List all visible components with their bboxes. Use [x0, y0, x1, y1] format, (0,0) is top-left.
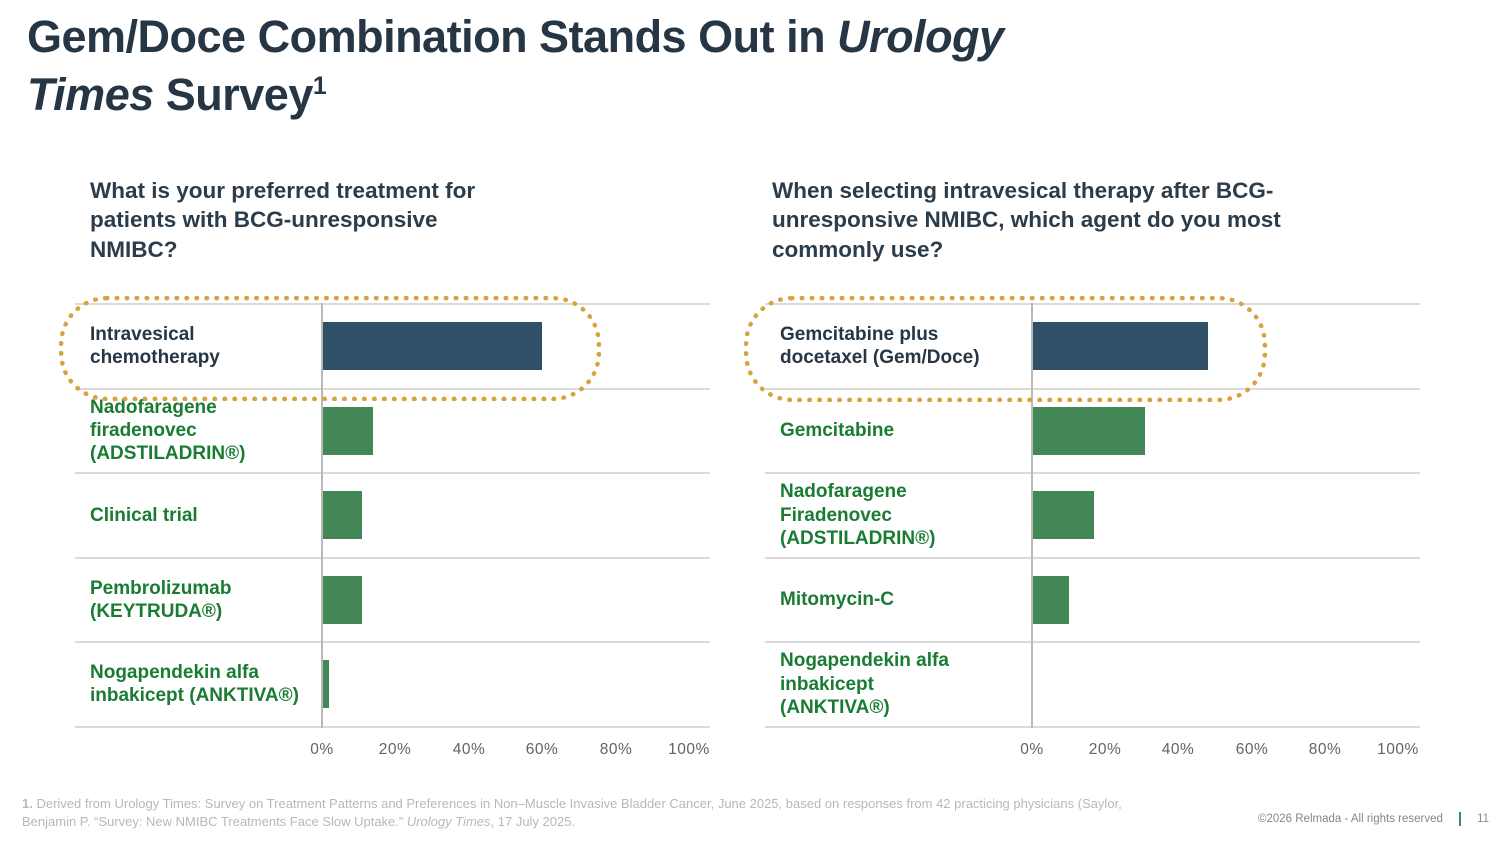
bar-zone	[1032, 575, 1398, 624]
chart-row-nadofaragene: Nadofaragene Firadenovec (ADSTILADRIN®)	[765, 474, 1420, 559]
chart-row-nogapendekin: Nogapendekin alfa inbakicept (ANKTIVA®)	[75, 643, 710, 728]
slide-footer: ©2026 Relmada - All rights reserved | 11	[1258, 810, 1489, 827]
bar-zone	[322, 406, 689, 455]
bar-zone	[1032, 660, 1398, 708]
chart-row-pembrolizumab: Pembrolizumab (KEYTRUDA®)	[75, 559, 710, 643]
bar-zone	[322, 660, 689, 709]
footnote-marker: 1.	[22, 796, 33, 811]
right-chart-zero-axis	[1031, 303, 1033, 728]
copyright-text: ©2026 Relmada - All rights reserved	[1258, 812, 1443, 825]
slide-title: Gem/Doce Combination Stands Out in Urolo…	[27, 8, 1387, 123]
category-label: Gemcitabine plus docetaxel (Gem/Doce)	[780, 324, 980, 369]
bar-nadofaragene	[322, 406, 374, 455]
tick-label: 0%	[310, 741, 334, 758]
category-label: Gemcitabine	[780, 420, 895, 442]
title-footnote-ref: 1	[312, 72, 327, 100]
chart-row-mitomycin-c: Mitomycin-C	[765, 559, 1420, 643]
bar-zone	[322, 491, 689, 540]
title-text: Gem/Doce Combination Stands Out in	[27, 11, 838, 62]
bar-intravesical-chemotherapy	[322, 322, 543, 371]
tick-label: 80%	[599, 741, 633, 758]
bar-nadofaragene-right	[1032, 491, 1095, 540]
footnote: 1. Derived from Urology Times: Survey on…	[22, 795, 1207, 832]
bar-clinical-trial	[322, 491, 363, 540]
title-italic-text: Urology Times	[27, 11, 1004, 120]
left-chart-rows: Intravesical chemotherapy Nadofaragene f…	[75, 303, 710, 728]
bar-zone	[1032, 406, 1398, 455]
right-bar-chart: Gemcitabine plus docetaxel (Gem/Doce) Ge…	[744, 296, 1420, 758]
bar-zone	[1032, 491, 1398, 540]
category-label: Clinical trial	[90, 504, 198, 526]
tick-label: 20%	[1088, 741, 1122, 758]
bar-zone	[322, 575, 689, 624]
category-label: Intravesical chemotherapy	[90, 324, 220, 369]
tick-label: 40%	[1161, 741, 1195, 758]
tick-label: 100%	[1377, 741, 1419, 758]
footnote-italic-text: Urology Times	[406, 814, 491, 830]
bar-pembrolizumab	[322, 575, 363, 624]
bar-nogapendekin	[322, 660, 330, 709]
category-label: Pembrolizumab (KEYTRUDA®)	[90, 577, 232, 622]
chart-row-nogapendekin: Nogapendekin alfa inbakicept (ANKTIVA®)	[765, 643, 1420, 728]
category-label: Nogapendekin alfa inbakicept (ANKTIVA®)	[90, 662, 299, 707]
bar-gemcitabine	[1032, 406, 1146, 455]
bar-mitomycin-c	[1032, 575, 1069, 624]
tick-label: 20%	[378, 741, 412, 758]
chart-row-nadofaragene: Nadofaragene firadenovec (ADSTILADRIN®)	[75, 390, 710, 474]
right-chart-question: When selecting intravesical therapy afte…	[772, 178, 1281, 262]
tick-label: 80%	[1308, 741, 1342, 758]
left-bar-chart: Intravesical chemotherapy Nadofaragene f…	[59, 296, 710, 758]
tick-label: 0%	[1020, 741, 1044, 758]
x-axis-ticks: 0% 20% 40% 60% 80% 100%	[765, 741, 1420, 763]
chart-row-gem-doce: Gemcitabine plus docetaxel (Gem/Doce)	[765, 305, 1420, 390]
tick-label: 60%	[1235, 741, 1269, 758]
tick-label: 60%	[525, 741, 559, 758]
category-label: Nadofaragene Firadenovec (ADSTILADRIN®)	[780, 481, 936, 549]
page-number: 11	[1477, 812, 1490, 825]
tick-label: 100%	[668, 741, 710, 758]
x-axis-ticks: 0% 20% 40% 60% 80% 100%	[75, 741, 710, 763]
category-label: Nadofaragene firadenovec (ADSTILADRIN®)	[90, 396, 246, 465]
tick-label: 40%	[452, 741, 486, 758]
footnote-text-after: , 17 July 2025.	[490, 814, 576, 830]
left-chart-question: What is your preferred treatment for pat…	[90, 178, 476, 262]
bar-zone	[1032, 322, 1398, 371]
chart-row-intravesical-chemotherapy: Intravesical chemotherapy	[75, 305, 710, 390]
bar-gem-doce	[1032, 322, 1208, 371]
right-chart-rows: Gemcitabine plus docetaxel (Gem/Doce) Ge…	[765, 303, 1420, 728]
category-label: Nogapendekin alfa inbakicept (ANKTIVA®)	[780, 650, 949, 718]
title-text-after: Survey	[153, 68, 314, 120]
bar-zone	[322, 322, 689, 371]
category-label: Mitomycin-C	[780, 589, 894, 611]
chart-row-gemcitabine: Gemcitabine	[765, 390, 1420, 474]
left-chart-zero-axis	[321, 303, 323, 728]
footer-separator: |	[1457, 810, 1463, 827]
chart-row-clinical-trial: Clinical trial	[75, 474, 710, 559]
footnote-text: Derived from Urology Times: Survey on Tr…	[22, 796, 1122, 830]
